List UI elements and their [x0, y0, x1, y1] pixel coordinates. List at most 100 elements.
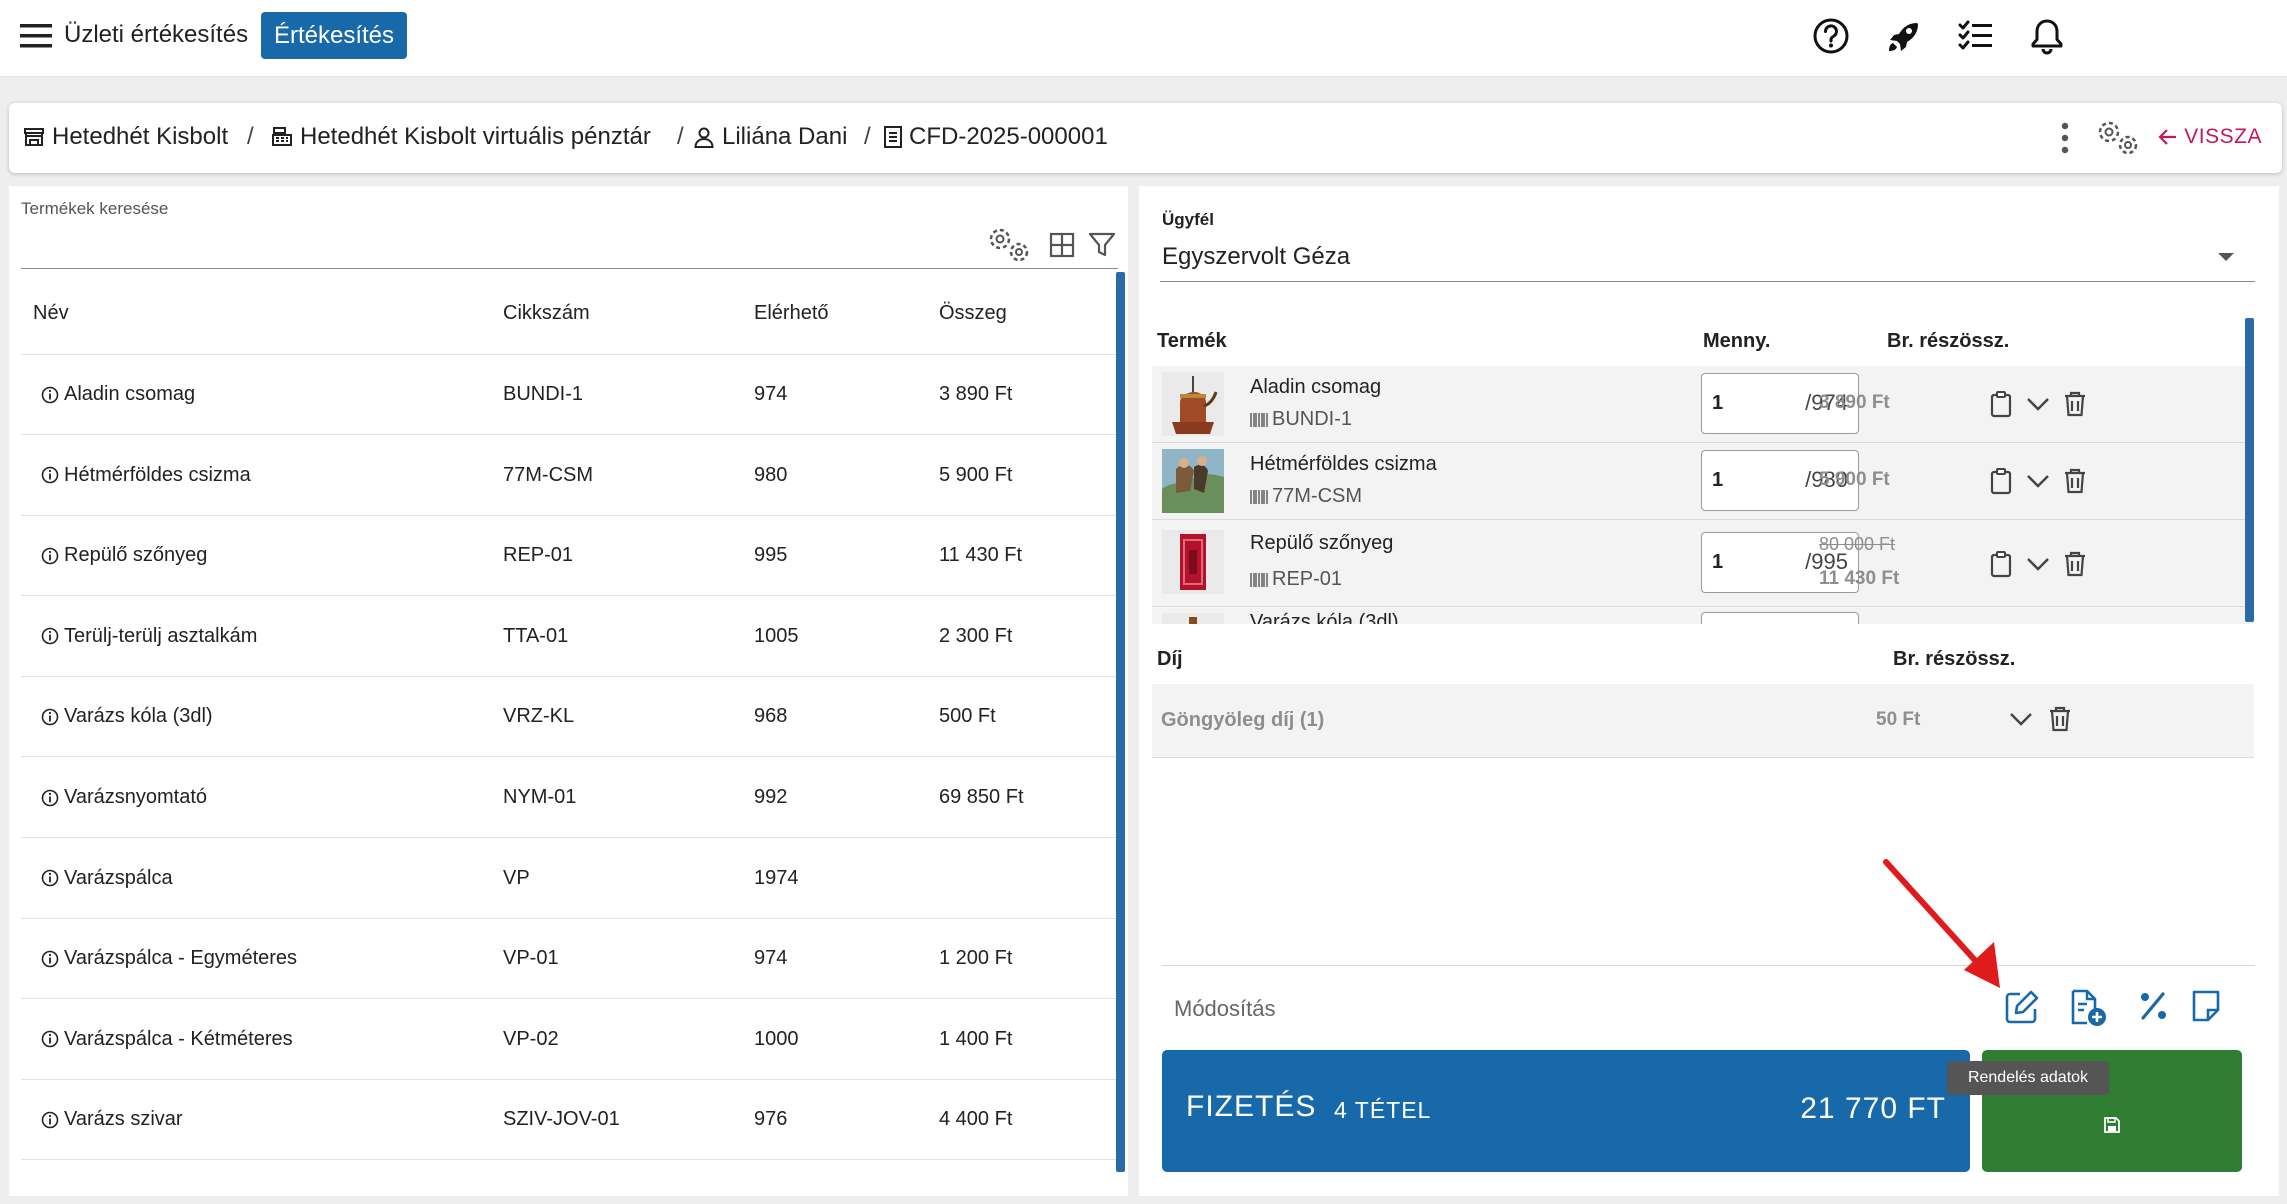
- column-header-available[interactable]: Elérhető: [754, 302, 829, 324]
- edit-order-icon[interactable]: [2003, 988, 2041, 1026]
- order-item-name: Hétmérföldes csizma: [1250, 453, 1437, 475]
- add-document-icon[interactable]: [2067, 988, 2109, 1028]
- quantity-input[interactable]: 1 /974: [1701, 373, 1859, 434]
- clipboard-icon[interactable]: [1988, 550, 2014, 578]
- order-item-price: 3 890 Ft: [1819, 392, 1890, 413]
- pay-total: 21 770 FT: [1800, 1092, 1946, 1125]
- product-available: 974: [754, 383, 788, 405]
- sku-text: 77M-CSM: [1272, 485, 1363, 507]
- order-panel: Ügyfél Egyszervolt Géza Termék Menny. Br…: [1139, 186, 2279, 1196]
- customer-select[interactable]: Egyszervolt Géza: [1162, 243, 1351, 270]
- info-icon[interactable]: [41, 1111, 59, 1129]
- back-button[interactable]: VISSZA: [2158, 125, 2262, 149]
- delete-icon[interactable]: [2062, 467, 2088, 495]
- info-icon[interactable]: [41, 466, 59, 484]
- dropdown-caret-icon[interactable]: [2217, 252, 2235, 262]
- table-row[interactable]: Aladin csomag BUNDI-1 974 3 890 Ft: [21, 355, 1118, 435]
- settings-gears-icon[interactable]: [985, 226, 1033, 264]
- info-icon[interactable]: [41, 869, 59, 887]
- pay-button[interactable]: FIZETÉS 4 TÉTEL 21 770 FT: [1162, 1050, 1970, 1172]
- breadcrumb-item-register[interactable]: Hetedhét Kisbolt virtuális pénztár: [270, 123, 651, 151]
- table-row[interactable]: Varázspálca VP 1974: [21, 839, 1118, 919]
- bell-icon[interactable]: [2027, 16, 2067, 56]
- table-row[interactable]: Varázs kóla (3dl) VRZ-KL 968 500 Ft: [21, 677, 1118, 758]
- chevron-down-icon[interactable]: [2024, 390, 2052, 418]
- customer-underline: [1160, 281, 2255, 282]
- product-sku: VRZ-KL: [503, 705, 575, 728]
- breadcrumb: Hetedhét Kisbolt / Hetedhét Kisbolt virt…: [9, 103, 2282, 173]
- quantity-input[interactable]: 1 /995: [1701, 532, 1859, 593]
- product-search-input[interactable]: [21, 226, 971, 266]
- breadcrumb-item-document: CFD-2025-000001: [883, 123, 1108, 151]
- sku-text: BUNDI-1: [1272, 408, 1353, 430]
- table-row[interactable]: Repülő szőnyeg REP-01 995 11 430 Ft: [21, 516, 1118, 597]
- filter-icon[interactable]: [1088, 232, 1116, 258]
- column-header-sku[interactable]: Cikkszám: [503, 302, 590, 324]
- pay-item-count: 4 TÉTEL: [1334, 1097, 1432, 1123]
- order-item-row: Varázs kóla (3dl): [1152, 607, 2254, 624]
- info-icon[interactable]: [41, 386, 59, 404]
- quantity-max: /974: [1805, 390, 1848, 415]
- product-amount: 11 430 Ft: [939, 544, 1023, 567]
- tab-ertekesites[interactable]: Értékesítés: [261, 12, 407, 59]
- product-name: Repülő szőnyeg: [64, 544, 208, 567]
- product-thumbnail: [1162, 530, 1224, 594]
- info-icon[interactable]: [41, 627, 59, 645]
- arrow-left-icon: [2158, 128, 2178, 146]
- order-item-row: Repülő szőnyeg REP-01 1 /995 80 000 Ft 1…: [1152, 520, 2254, 607]
- quantity-input[interactable]: 1 /980: [1701, 450, 1859, 511]
- table-row[interactable]: Hétmérföldes csizma 77M-CSM 980 5 900 Ft: [21, 436, 1118, 516]
- product-name-cell: Hétmérföldes csizma: [41, 464, 251, 487]
- info-icon[interactable]: [41, 950, 59, 968]
- settings-gears-icon[interactable]: [2094, 119, 2142, 157]
- product-thumbnail: [1162, 613, 1224, 624]
- product-sku: 77M-CSM: [503, 463, 594, 486]
- product-name: Varázspálca - Egyméteres: [64, 947, 298, 970]
- product-available: 974: [754, 947, 788, 970]
- breadcrumb-label: CFD-2025-000001: [909, 123, 1108, 150]
- more-vertical-icon[interactable]: [2059, 121, 2071, 155]
- table-row[interactable]: Varázspálca - Egyméteres VP-01 974 1 200 Ft: [21, 919, 1118, 1000]
- info-icon[interactable]: [41, 789, 59, 807]
- hamburger-menu-icon[interactable]: [18, 20, 54, 52]
- checklist-icon[interactable]: [1956, 16, 1996, 56]
- quantity-input[interactable]: [1701, 612, 1859, 624]
- column-header-amount[interactable]: Összeg: [939, 302, 1007, 324]
- chevron-down-icon[interactable]: [2024, 467, 2052, 495]
- annotation-arrow-icon: [1878, 852, 2012, 998]
- table-row[interactable]: Varázsnyomtató NYM-01 992 69 850 Ft: [21, 758, 1118, 838]
- clipboard-icon[interactable]: [1988, 390, 2014, 418]
- scrollbar[interactable]: [2245, 318, 2254, 622]
- order-items-list: Aladin csomag BUNDI-1 1 /974 3 890 Ft Hé…: [1152, 366, 2254, 624]
- fee-header-subtotal: Br. részössz.: [1893, 648, 2016, 670]
- scrollbar[interactable]: [1116, 272, 1125, 1172]
- delete-icon[interactable]: [2047, 705, 2073, 733]
- help-icon[interactable]: [1811, 16, 1851, 56]
- table-row[interactable]: Varázspálca - Kétméteres VP-02 1000 1 400 F…: [21, 1000, 1118, 1080]
- grid-view-icon[interactable]: [1049, 232, 1075, 258]
- fee-price: 50 Ft: [1876, 709, 1921, 730]
- table-row[interactable]: Terülj-terülj asztalkám TTA-01 1005 2 300 F…: [21, 597, 1118, 677]
- product-available: 995: [754, 544, 788, 567]
- delete-icon[interactable]: [2062, 550, 2088, 578]
- product-name: Varázspálca: [64, 866, 173, 889]
- rocket-icon[interactable]: [1884, 16, 1924, 56]
- discount-percent-icon[interactable]: [2135, 988, 2171, 1024]
- product-amount: 3 890 Ft: [939, 383, 1013, 405]
- delete-icon[interactable]: [2062, 390, 2088, 418]
- chevron-down-icon[interactable]: [2007, 705, 2035, 733]
- info-icon[interactable]: [41, 547, 59, 565]
- info-icon[interactable]: [41, 708, 59, 726]
- breadcrumb-item-user[interactable]: Liliána Dani: [692, 123, 847, 151]
- product-name-cell: Aladin csomag: [41, 383, 195, 406]
- breadcrumb-item-shop[interactable]: Hetedhét Kisbolt: [22, 123, 228, 151]
- modification-divider: [1162, 965, 2255, 966]
- clipboard-icon[interactable]: [1988, 467, 2014, 495]
- table-row[interactable]: Varázs szivar SZIV-JOV-01 976 4 400 Ft: [21, 1080, 1118, 1161]
- note-icon[interactable]: [2188, 988, 2224, 1024]
- chevron-down-icon[interactable]: [2024, 550, 2052, 578]
- column-header-name[interactable]: Név: [33, 302, 69, 324]
- info-icon[interactable]: [41, 1030, 59, 1048]
- cash-register-icon: [270, 125, 294, 149]
- order-item-name: Repülő szőnyeg: [1250, 532, 1394, 554]
